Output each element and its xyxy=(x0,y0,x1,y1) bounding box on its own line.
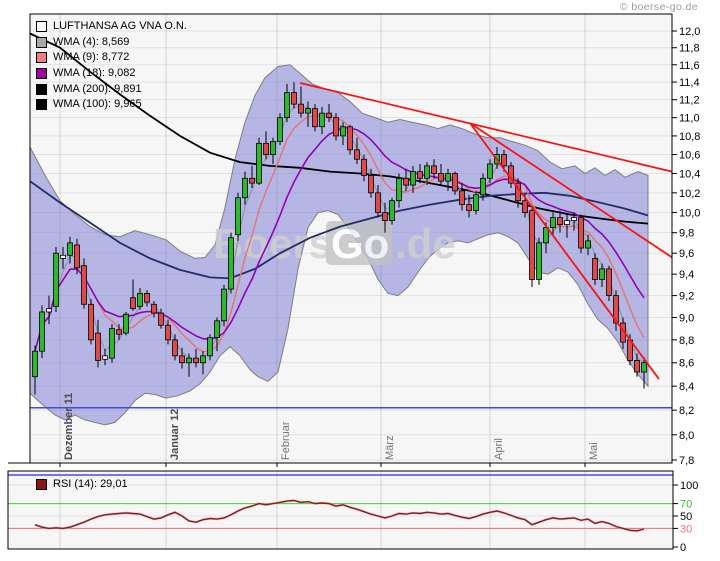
svg-text:10,0: 10,0 xyxy=(679,208,700,220)
rsi-legend: RSI (14): 29,01 xyxy=(36,477,128,493)
svg-text:11,8: 11,8 xyxy=(679,43,700,55)
rsi-plot-bg xyxy=(8,471,673,549)
legend-swatch xyxy=(36,36,47,48)
svg-text:10,6: 10,6 xyxy=(679,150,700,162)
legend-label: WMA (18): 9,082 xyxy=(53,67,136,80)
svg-text:April: April xyxy=(493,438,505,460)
legend-item-wma100[interactable]: WMA (100): 9,965 xyxy=(36,97,187,113)
svg-text:8,8: 8,8 xyxy=(679,335,694,347)
legend-label: LUFTHANSA AG VNA O.N. xyxy=(53,20,187,33)
svg-text:Dezember 11: Dezember 11 xyxy=(63,393,75,460)
price-axis: 12,0 11,8 11,6 11,4 11,2 11,0 10,8 10,6 10,4 10,2… xyxy=(672,26,700,467)
legend-label: WMA (9): 8,772 xyxy=(53,51,130,64)
main-legend: LUFTHANSA AG VNA O.N. WMA (4): 8,569 WMA (… xyxy=(36,19,187,113)
svg-text:10,8: 10,8 xyxy=(679,131,700,143)
svg-text:8,2: 8,2 xyxy=(679,405,694,417)
svg-text:11,6: 11,6 xyxy=(679,60,700,72)
legend-item-instrument[interactable]: LUFTHANSA AG VNA O.N. xyxy=(36,19,187,35)
rsi-plot-frame xyxy=(7,470,674,550)
main-plot-frame xyxy=(29,13,673,464)
svg-text:100: 100 xyxy=(680,480,698,492)
wma4-line xyxy=(34,106,645,364)
svg-text:10,2: 10,2 xyxy=(679,188,700,200)
legend-swatch xyxy=(36,83,47,95)
svg-text:50: 50 xyxy=(680,511,692,523)
legend-item-rsi[interactable]: RSI (14): 29,01 xyxy=(36,477,128,493)
svg-text:Mai: Mai xyxy=(588,442,600,460)
svg-text:30: 30 xyxy=(680,523,692,535)
svg-text:10,4: 10,4 xyxy=(679,168,700,180)
legend-swatch xyxy=(36,99,47,111)
rsi-gridlines xyxy=(8,471,673,549)
legend-swatch xyxy=(36,479,47,491)
x-axis-labels: Dezember 11 Januar 12 Februar März April Mai xyxy=(59,393,600,467)
candles xyxy=(32,82,647,395)
rsi-line xyxy=(34,499,645,532)
copyright: © boerse-go.de xyxy=(619,1,698,13)
svg-text:9,4: 9,4 xyxy=(679,269,694,281)
legend-swatch xyxy=(36,68,47,80)
legend-item-wma200[interactable]: WMA (200): 9,891 xyxy=(36,81,187,97)
legend-swatch xyxy=(36,21,47,33)
legend-label: WMA (4): 8,569 xyxy=(53,35,130,48)
svg-text:9,0: 9,0 xyxy=(679,312,694,324)
svg-text:März: März xyxy=(384,436,396,460)
legend-item-wma18[interactable]: WMA (18): 9,082 xyxy=(36,66,187,82)
svg-text:Go: Go xyxy=(331,220,389,267)
legend-item-wma4[interactable]: WMA (4): 8,569 xyxy=(36,35,187,51)
wma18-line xyxy=(34,126,645,352)
svg-text:8,6: 8,6 xyxy=(679,358,694,370)
svg-text:.de: .de xyxy=(395,220,456,267)
svg-text:8,0: 8,0 xyxy=(679,430,694,442)
legend-label: WMA (200): 9,891 xyxy=(53,82,142,95)
wma200-line xyxy=(29,32,649,225)
svg-text:11,0: 11,0 xyxy=(679,113,700,125)
svg-text:7,8: 7,8 xyxy=(679,455,694,467)
svg-text:12,0: 12,0 xyxy=(679,26,700,38)
svg-text:0: 0 xyxy=(680,542,686,554)
legend-label: RSI (14): 29,01 xyxy=(53,478,128,491)
wma9-line xyxy=(34,113,645,353)
svg-text:9,6: 9,6 xyxy=(679,248,694,260)
legend-item-wma9[interactable]: WMA (9): 8,772 xyxy=(36,50,187,66)
legend-label: WMA (100): 9,965 xyxy=(53,98,142,111)
svg-text:Februar: Februar xyxy=(280,421,292,460)
svg-text:8,4: 8,4 xyxy=(679,381,694,393)
trendlines xyxy=(299,82,673,380)
wma100-line xyxy=(29,180,649,280)
svg-text:9,2: 9,2 xyxy=(679,291,694,303)
svg-text:70: 70 xyxy=(680,499,692,511)
svg-text:11,4: 11,4 xyxy=(679,77,700,89)
legend-swatch xyxy=(36,52,47,64)
svg-text:Januar 12: Januar 12 xyxy=(169,409,181,460)
svg-text:11,2: 11,2 xyxy=(679,95,700,107)
svg-text:9,8: 9,8 xyxy=(679,228,694,240)
